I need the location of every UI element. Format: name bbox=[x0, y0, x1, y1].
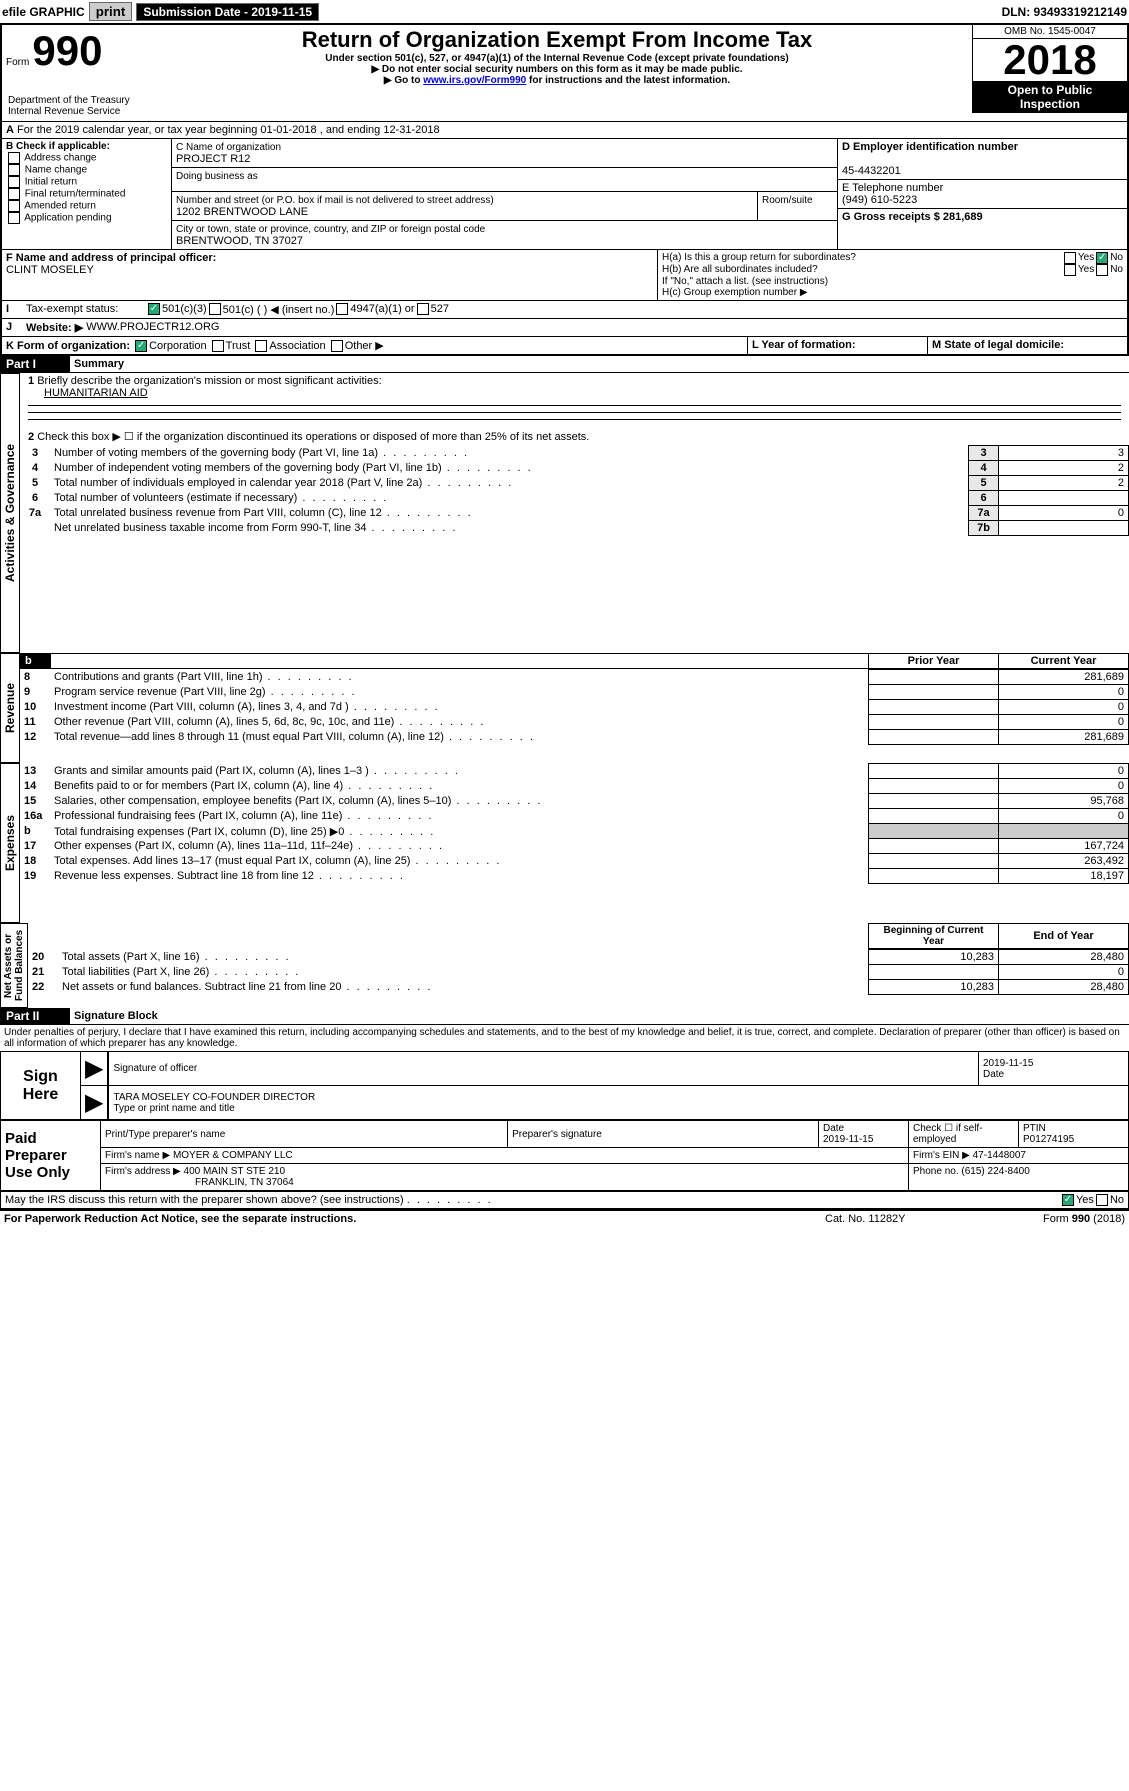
501c3-checkbox[interactable]: ✓ bbox=[148, 303, 160, 315]
vert-revenue: Revenue bbox=[0, 653, 20, 763]
year-formed: L Year of formation: bbox=[752, 339, 856, 351]
vert-expenses: Expenses bbox=[0, 763, 20, 923]
vert-activities: Activities & Governance bbox=[0, 373, 20, 653]
tax-year: 2018 bbox=[973, 39, 1127, 81]
other-checkbox[interactable] bbox=[331, 340, 343, 352]
print-button[interactable]: print bbox=[89, 2, 133, 21]
dln: DLN: 93493319212149 bbox=[1002, 5, 1127, 19]
ha-yes-checkbox[interactable] bbox=[1064, 252, 1076, 264]
year-box: OMB No. 1545-0047 2018 Open to Public In… bbox=[972, 25, 1127, 113]
org-city: BRENTWOOD, TN 37027 bbox=[176, 235, 303, 247]
part1-label: Part I bbox=[0, 356, 70, 373]
firm-addr1: 400 MAIN ST STE 210 bbox=[184, 1166, 286, 1177]
sign-here: Sign Here bbox=[1, 1052, 81, 1120]
4947-checkbox[interactable] bbox=[336, 303, 348, 315]
efile-graphic-label: efile GRAPHIC bbox=[2, 5, 85, 19]
gross-receipts: G Gross receipts $ 281,689 bbox=[842, 211, 983, 223]
prep-date: 2019-11-15 bbox=[823, 1134, 873, 1145]
firm-phone: (615) 224-8400 bbox=[961, 1166, 1029, 1177]
subtitle-1: Under section 501(c), 527, or 4947(a)(1)… bbox=[148, 53, 966, 64]
firm-addr2: FRANKLIN, TN 37064 bbox=[195, 1177, 294, 1188]
phone: (949) 610-5223 bbox=[842, 194, 917, 206]
ein: 45-4432201 bbox=[842, 165, 901, 177]
boxb-checkbox[interactable] bbox=[8, 176, 20, 188]
subtitle-2: ▶ Do not enter social security numbers o… bbox=[148, 64, 966, 75]
part1-sub: Summary bbox=[70, 356, 1129, 373]
ha-no-checkbox[interactable]: ✓ bbox=[1096, 252, 1108, 264]
form-990: 990 bbox=[32, 27, 102, 74]
org-name: PROJECT R12 bbox=[176, 153, 250, 165]
mission: HUMANITARIAN AID bbox=[44, 387, 148, 399]
discuss-prompt: May the IRS discuss this return with the… bbox=[5, 1194, 1060, 1206]
discuss-no-checkbox[interactable] bbox=[1096, 1194, 1108, 1206]
top-toolbar: efile GRAPHIC print Submission Date - 20… bbox=[0, 0, 1129, 23]
501c-checkbox[interactable] bbox=[209, 303, 221, 315]
form-number-box: Form 990 Department of the Treasury Inte… bbox=[2, 25, 142, 121]
hb-yes-checkbox[interactable] bbox=[1064, 264, 1076, 276]
firm-name: MOYER & COMPANY LLC bbox=[173, 1150, 293, 1161]
right-boxes: D Employer identification number 45-4432… bbox=[837, 139, 1127, 249]
hb-no-checkbox[interactable] bbox=[1096, 264, 1108, 276]
boxb-checkbox[interactable] bbox=[8, 212, 20, 224]
boxb-checkbox[interactable] bbox=[8, 164, 20, 176]
line-a: A For the 2019 calendar year, or tax yea… bbox=[2, 121, 1127, 139]
form-title: Return of Organization Exempt From Incom… bbox=[148, 27, 966, 53]
submission-date: Submission Date - 2019-11-15 bbox=[136, 3, 319, 21]
signer-name: TARA MOSELEY CO-FOUNDER DIRECTOR bbox=[113, 1092, 315, 1103]
form-word: Form bbox=[6, 57, 29, 68]
part2-sub: Signature Block bbox=[70, 1008, 1129, 1025]
irs-link[interactable]: www.irs.gov/Form990 bbox=[423, 75, 526, 86]
boxb-checkbox[interactable] bbox=[8, 188, 20, 200]
trust-checkbox[interactable] bbox=[212, 340, 224, 352]
self-employed-check: Check ☐ if self-employed bbox=[909, 1121, 1019, 1148]
ptin: P01274195 bbox=[1023, 1134, 1074, 1145]
paid-preparer-label: Paid Preparer Use Only bbox=[1, 1121, 101, 1191]
website-url: WWW.PROJECTR12.ORG bbox=[86, 321, 219, 334]
box-f: F Name and address of principal officer:… bbox=[2, 250, 657, 300]
officer-name: CLINT MOSELEY bbox=[6, 264, 94, 276]
cat-no: Cat. No. 11282Y bbox=[825, 1213, 975, 1225]
firm-ein: 47-1448007 bbox=[973, 1150, 1026, 1161]
vert-netassets: Net Assets or Fund Balances bbox=[0, 923, 28, 1008]
pra-notice: For Paperwork Reduction Act Notice, see … bbox=[4, 1213, 825, 1225]
boxb-checkbox[interactable] bbox=[8, 200, 20, 212]
discuss-yes-checkbox[interactable]: ✓ bbox=[1062, 1194, 1074, 1206]
sign-date: 2019-11-15 bbox=[983, 1058, 1033, 1069]
org-address: 1202 BRENTWOOD LANE bbox=[176, 206, 308, 218]
box-c: C Name of organization PROJECT R12 Doing… bbox=[172, 139, 837, 249]
title-block: Return of Organization Exempt From Incom… bbox=[142, 25, 972, 88]
state-domicile: M State of legal domicile: bbox=[932, 339, 1064, 351]
dept-treasury: Department of the Treasury Internal Reve… bbox=[6, 93, 146, 119]
open-public-badge: Open to Public Inspection bbox=[973, 81, 1127, 113]
penalty-text: Under penalties of perjury, I declare th… bbox=[0, 1025, 1129, 1051]
boxb-checkbox[interactable] bbox=[8, 152, 20, 164]
subtitle-3: ▶ Go to www.irs.gov/Form990 for instruct… bbox=[148, 75, 966, 86]
527-checkbox[interactable] bbox=[417, 303, 429, 315]
box-b: B Check if applicable: Address change Na… bbox=[2, 139, 172, 249]
corp-checkbox[interactable]: ✓ bbox=[135, 340, 147, 352]
box-h: H(a) Is this a group return for subordin… bbox=[657, 250, 1127, 300]
assoc-checkbox[interactable] bbox=[255, 340, 267, 352]
part2-label: Part II bbox=[0, 1008, 70, 1025]
